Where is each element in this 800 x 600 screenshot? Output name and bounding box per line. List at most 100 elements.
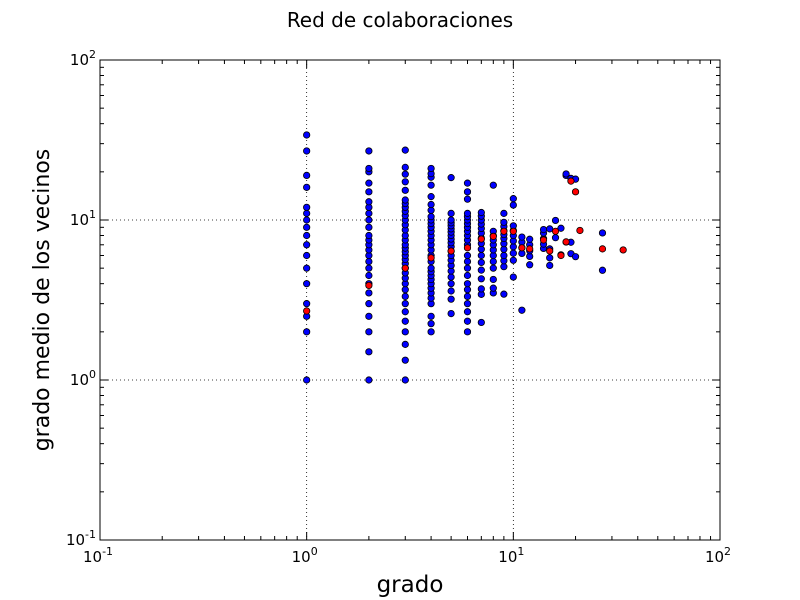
blue-point xyxy=(500,251,508,260)
blue-point xyxy=(447,273,455,281)
red-point xyxy=(567,177,575,185)
blue-point xyxy=(509,256,517,264)
blue-point xyxy=(509,195,517,203)
blue-point xyxy=(365,348,373,356)
blue-point xyxy=(427,164,435,173)
blue-point xyxy=(427,264,435,272)
red-point xyxy=(477,235,485,243)
blue-point xyxy=(447,287,455,295)
blue-point xyxy=(401,178,409,186)
blue-point xyxy=(303,231,311,240)
blue-point xyxy=(489,257,497,266)
blue-point xyxy=(598,229,607,237)
red-point xyxy=(427,254,435,262)
blue-point xyxy=(303,131,311,139)
blue-point xyxy=(365,328,373,336)
blue-point xyxy=(598,266,607,274)
blue-point xyxy=(500,209,508,217)
blue-point xyxy=(365,209,373,217)
y-axis-label: grado medio de los vecinos xyxy=(30,149,55,452)
blue-point xyxy=(489,284,497,292)
blue-point xyxy=(518,233,526,241)
blue-point xyxy=(365,216,373,224)
blue-point xyxy=(463,328,472,336)
x-tick-label: 101 xyxy=(498,545,524,566)
red-point xyxy=(619,246,627,254)
blue-point xyxy=(447,216,455,224)
blue-point xyxy=(365,164,373,173)
y-tick-label: 10-1 xyxy=(66,528,96,549)
blue-point xyxy=(463,209,472,217)
blue-point xyxy=(463,286,472,294)
blue-point xyxy=(401,186,409,194)
red-point xyxy=(562,238,570,246)
blue-point xyxy=(509,243,517,251)
blue-point xyxy=(489,275,497,284)
blue-point xyxy=(546,261,554,270)
blue-point xyxy=(401,328,409,336)
blue-point xyxy=(365,179,373,187)
blue-point xyxy=(477,208,485,217)
red-point xyxy=(489,232,497,240)
blue-point xyxy=(477,251,485,260)
red-point xyxy=(303,307,311,315)
blue-point xyxy=(303,280,311,288)
x-tick-label: 100 xyxy=(292,545,318,566)
blue-point xyxy=(477,285,485,293)
blue-point xyxy=(303,328,311,336)
blue-point xyxy=(303,183,311,191)
blue-point xyxy=(365,271,373,280)
blue-point xyxy=(427,312,435,320)
blue-point xyxy=(463,317,472,325)
blue-point xyxy=(365,223,373,231)
blue-point xyxy=(500,263,508,271)
red-point xyxy=(365,281,373,290)
plot-frame xyxy=(99,59,721,541)
blue-point xyxy=(463,264,472,272)
blue-point xyxy=(303,223,311,231)
y-tick-label: 100 xyxy=(70,368,96,389)
blue-point xyxy=(401,286,409,294)
blue-point xyxy=(303,251,311,260)
blue-point xyxy=(526,261,534,269)
data-points xyxy=(303,131,627,384)
y-tick-label: 102 xyxy=(70,48,96,69)
blue-point xyxy=(463,188,472,196)
blue-point xyxy=(447,295,455,303)
red-point xyxy=(598,245,607,253)
red-point xyxy=(576,226,584,235)
blue-point xyxy=(427,200,435,209)
blue-point xyxy=(365,264,373,272)
blue-point xyxy=(489,181,497,189)
red-point xyxy=(500,227,508,235)
x-tick-label: 102 xyxy=(705,545,731,566)
red-point xyxy=(463,244,472,252)
x-axis-label: grado xyxy=(377,572,444,598)
blue-point xyxy=(509,273,517,281)
red-point xyxy=(557,251,565,260)
blue-point xyxy=(427,320,435,328)
blue-point xyxy=(365,231,373,240)
blue-point xyxy=(427,328,435,336)
blue-point xyxy=(509,249,517,257)
blue-point xyxy=(562,170,570,178)
blue-point xyxy=(447,174,455,182)
blue-point xyxy=(401,163,409,171)
red-point xyxy=(447,247,455,255)
blue-point xyxy=(463,300,472,308)
blue-point xyxy=(463,195,472,203)
blue-point xyxy=(427,193,435,201)
blue-point xyxy=(303,171,311,179)
blue-point xyxy=(546,254,554,262)
blue-point xyxy=(571,253,580,261)
blue-point xyxy=(551,234,560,242)
blue-point xyxy=(557,224,565,232)
blue-point xyxy=(401,146,409,154)
blue-point xyxy=(463,308,472,316)
blue-point xyxy=(447,280,455,288)
blue-point xyxy=(500,290,508,298)
x-tick-label: 10-1 xyxy=(83,545,113,566)
blue-point xyxy=(463,179,472,187)
blue-point xyxy=(427,213,435,221)
